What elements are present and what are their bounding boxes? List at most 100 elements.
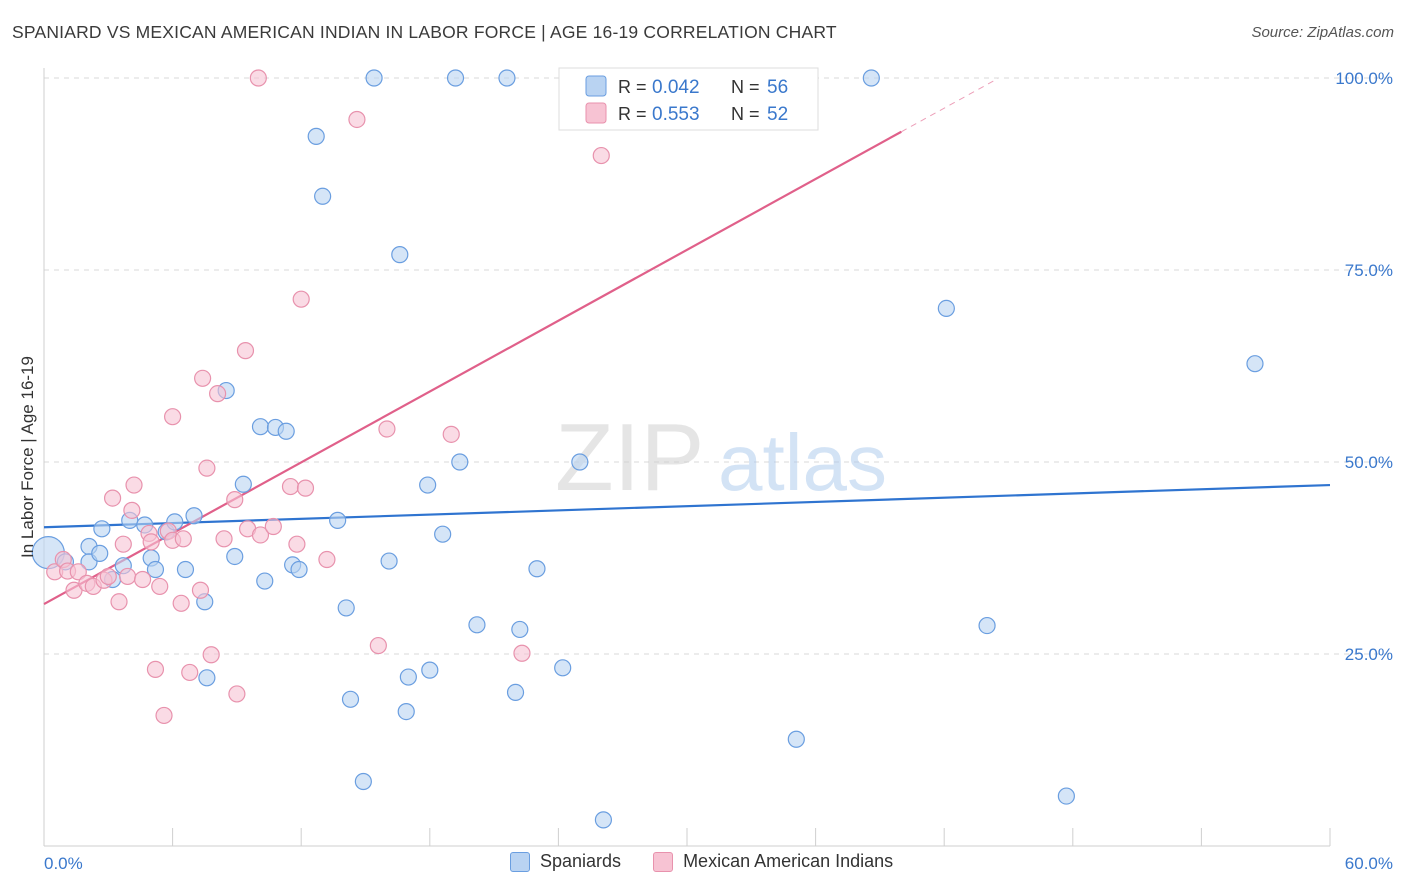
point-mexican (236, 342, 255, 360)
point-spaniards (397, 702, 415, 721)
legend-r-value-1: 0.042 (652, 77, 700, 98)
point-mexican (133, 570, 152, 589)
y-tick-label: 100.0% (1335, 69, 1393, 88)
point-mexican (155, 706, 173, 725)
point-spaniards (399, 668, 417, 686)
point-spaniards (446, 69, 465, 87)
trend-lines (43, 78, 1331, 606)
x-tick-label-min: 0.0% (44, 854, 83, 873)
point-mexican (296, 479, 315, 497)
legend-label-mexican: Mexican American Indians (683, 851, 894, 871)
point-mexican (251, 526, 270, 544)
point-mexican (292, 290, 310, 308)
legend-item-spaniards: Spaniards (510, 851, 621, 872)
point-mexican (264, 517, 282, 536)
point-mexican (442, 425, 460, 443)
trend-line-mexican-extension (901, 78, 999, 133)
point-mexican (281, 477, 300, 496)
point-spaniards (511, 620, 529, 639)
point-spaniards (91, 544, 109, 562)
legend-bottom: Spaniards Mexican American Indians (510, 851, 915, 872)
point-mexican (103, 489, 122, 507)
point-mexican (226, 491, 244, 509)
point-spaniards (419, 476, 437, 494)
point-mexican (125, 476, 143, 494)
point-spaniards (341, 690, 360, 708)
legend-r-label-2: R = (618, 104, 647, 124)
point-mexican (151, 577, 169, 596)
point-spaniards (451, 453, 469, 471)
x-tick-label-max: 60.0% (1345, 854, 1393, 873)
point-mexican (181, 663, 199, 682)
legend-swatch-pink (585, 102, 607, 124)
point-spaniards (251, 418, 270, 436)
legend-swatch-spaniards (510, 851, 530, 872)
point-spaniards (314, 187, 332, 205)
point-spaniards (391, 246, 409, 264)
point-spaniards (198, 669, 216, 687)
y-tick-label: 25.0% (1345, 645, 1393, 664)
point-spaniards (185, 507, 203, 525)
point-mexican (513, 644, 531, 662)
legend-n-label-2: N = (731, 104, 760, 124)
point-spaniards (421, 661, 439, 679)
y-tick-label: 50.0% (1345, 453, 1393, 472)
point-mexican (69, 563, 87, 581)
trend-line-spaniards (43, 483, 1331, 529)
point-mexican (172, 594, 190, 612)
point-spaniards (380, 552, 398, 570)
legend-top: R = 0.042 N = 56 R = 0.553 N = 52 (558, 67, 819, 131)
point-spaniards (146, 560, 165, 579)
point-spaniards (329, 511, 347, 529)
point-spaniards (176, 560, 195, 579)
point-spaniards (978, 616, 996, 635)
point-mexican (369, 636, 387, 655)
point-spaniards (862, 69, 880, 87)
y-axis-label: In Labor Force | Age 16-19 (18, 356, 37, 558)
point-spaniards (528, 560, 546, 578)
grid-lines (44, 77, 1393, 655)
point-mexican (209, 385, 227, 403)
point-mexican (194, 369, 212, 387)
legend-n-value-1: 56 (767, 77, 788, 98)
point-spaniards (468, 616, 486, 634)
point-spaniards (787, 730, 805, 748)
point-mexican (164, 408, 182, 426)
y-tick-label: 75.0% (1345, 261, 1393, 280)
legend-r-label-1: R = (618, 77, 647, 97)
point-spaniards (571, 453, 589, 471)
point-spaniards (365, 69, 383, 87)
point-mexican (118, 567, 137, 586)
point-mexican (123, 501, 141, 519)
point-spaniards (498, 69, 516, 87)
point-spaniards (226, 547, 244, 566)
point-mexican (378, 420, 396, 438)
legend-item-mexican: Mexican American Indians (653, 851, 893, 872)
watermark-atlas: atlas (718, 418, 887, 507)
point-spaniards (554, 659, 572, 677)
watermark: ZIP atlas (555, 404, 887, 511)
point-spaniards (594, 811, 613, 829)
point-mexican (249, 69, 267, 87)
point-spaniards (1246, 355, 1264, 373)
point-spaniards (307, 127, 325, 145)
legend-swatch-blue (585, 75, 607, 97)
legend-label-spaniards: Spaniards (540, 851, 622, 871)
chart-title: SPANIARD VS MEXICAN AMERICAN INDIAN IN L… (12, 22, 837, 42)
point-spaniards (93, 520, 111, 538)
point-mexican (198, 459, 216, 477)
point-mexican (348, 110, 366, 129)
legend-r-value-2: 0.553 (652, 104, 700, 125)
point-spaniards (256, 572, 274, 590)
trend-line-mexican (43, 130, 902, 606)
point-mexican (228, 685, 246, 703)
point-spaniards (434, 525, 452, 543)
data-points (31, 69, 1264, 829)
point-mexican (174, 530, 192, 548)
point-spaniards (277, 422, 295, 440)
chart-source: Source: ZipAtlas.com (1251, 24, 1394, 41)
point-mexican (215, 530, 233, 548)
point-mexican (110, 593, 128, 611)
point-mexican (142, 533, 160, 551)
